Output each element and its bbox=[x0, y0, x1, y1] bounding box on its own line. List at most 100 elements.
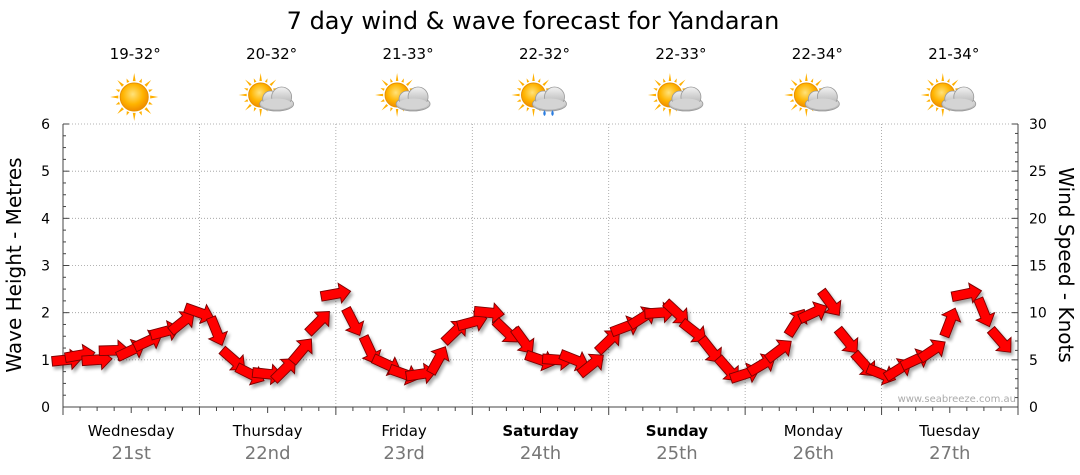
day-name: Monday bbox=[784, 422, 843, 440]
wind-arrow bbox=[576, 353, 604, 379]
raindrop bbox=[543, 110, 546, 116]
sun-ray bbox=[380, 88, 385, 91]
wind-arrow bbox=[783, 308, 808, 338]
cloud bbox=[941, 86, 977, 112]
wind-arrow bbox=[697, 335, 722, 363]
sun-ray bbox=[927, 103, 934, 111]
sun-ray bbox=[542, 79, 550, 87]
sun-ray bbox=[526, 107, 530, 112]
right-tick-label: 10 bbox=[1029, 306, 1047, 322]
sun-ray bbox=[390, 107, 393, 112]
sun-ray bbox=[138, 78, 142, 83]
sun-ray bbox=[799, 78, 803, 83]
sun-ray bbox=[245, 103, 252, 111]
sun-ray bbox=[138, 111, 142, 116]
cloud-fill bbox=[534, 98, 565, 110]
partly-cloudy-icon bbox=[238, 73, 295, 117]
sun-ray bbox=[810, 78, 814, 83]
chart-title: 7 day wind & wave forecast for Yandaran bbox=[287, 7, 780, 35]
day-name: Saturday bbox=[502, 422, 579, 440]
sun-ray bbox=[799, 107, 803, 112]
cloud-fill bbox=[807, 98, 838, 110]
sun-ray bbox=[390, 78, 393, 83]
sun-ray bbox=[517, 103, 525, 111]
wind-arrow bbox=[426, 346, 450, 376]
sun-ray bbox=[951, 79, 959, 87]
day-date: 21st bbox=[112, 443, 151, 464]
partly-cloudy-icon bbox=[920, 73, 977, 117]
sun-ray bbox=[946, 78, 950, 83]
sun-ray bbox=[380, 99, 385, 102]
cloud-fill bbox=[670, 98, 701, 110]
sun-ray bbox=[516, 88, 522, 91]
sun-ray bbox=[244, 99, 249, 102]
sun-ray bbox=[269, 79, 277, 87]
axes: 0 1 2 3 4 5 6 0 5 10 15 20 25 30 bbox=[41, 117, 1047, 416]
sun-ray bbox=[117, 107, 124, 114]
watermark: www.seabreeze.com.au bbox=[898, 394, 1016, 405]
wind-arrow bbox=[205, 315, 229, 347]
sun-ray bbox=[516, 99, 522, 102]
sun-ray bbox=[517, 79, 525, 87]
right-tick-label: 25 bbox=[1029, 164, 1047, 180]
sun-ray bbox=[126, 78, 130, 83]
sun-ray bbox=[653, 88, 658, 91]
wind-arrow bbox=[304, 311, 330, 337]
sun-ray bbox=[259, 108, 262, 117]
wind-arrow bbox=[986, 325, 1012, 353]
sun-ray bbox=[668, 73, 672, 82]
day-date: 27th bbox=[929, 443, 970, 464]
wind-arrow bbox=[270, 358, 296, 384]
sun-ray bbox=[115, 101, 121, 105]
sun-ray bbox=[790, 103, 798, 111]
cloud bbox=[395, 86, 431, 112]
sun-ray bbox=[790, 79, 798, 87]
right-axis-title: Wind Speed - Knots bbox=[1054, 167, 1078, 363]
sun-ray bbox=[117, 80, 124, 87]
sun-ray bbox=[926, 99, 931, 102]
sun-ray bbox=[375, 93, 384, 97]
wind-arrow bbox=[167, 311, 195, 336]
day-date: 25th bbox=[656, 443, 697, 464]
sun-ray bbox=[663, 78, 666, 83]
sun-ray bbox=[532, 73, 535, 82]
sun-ray bbox=[789, 88, 794, 91]
day-name: Thursday bbox=[232, 422, 303, 440]
left-tick-label: 3 bbox=[41, 259, 50, 275]
day-date: 26th bbox=[793, 443, 834, 464]
sun-ray bbox=[511, 93, 520, 97]
sun-ray bbox=[663, 107, 666, 112]
sun-ray bbox=[784, 93, 793, 97]
sun-ray bbox=[805, 73, 808, 82]
sun-ray bbox=[259, 73, 262, 82]
day-temperature: 20-32° bbox=[246, 45, 297, 63]
sun-ray bbox=[941, 108, 945, 117]
sun-ray bbox=[144, 107, 152, 114]
sun-ray bbox=[238, 93, 247, 97]
day-date: 23rd bbox=[383, 443, 424, 464]
right-tick-label: 5 bbox=[1029, 353, 1038, 369]
right-tick-label: 30 bbox=[1029, 117, 1047, 133]
sun-ray bbox=[941, 73, 945, 82]
sun-ray bbox=[148, 89, 153, 93]
left-tick-label: 4 bbox=[41, 211, 50, 227]
day-name: Friday bbox=[381, 422, 427, 440]
sun-ray bbox=[144, 80, 152, 87]
sun-ray bbox=[647, 93, 656, 97]
sun-ray bbox=[150, 95, 159, 99]
wind-arrow bbox=[662, 298, 689, 324]
cloud bbox=[532, 86, 567, 112]
left-tick-label: 2 bbox=[41, 306, 50, 322]
sun-ray bbox=[395, 108, 399, 117]
sun-ray bbox=[132, 73, 136, 82]
sun-ray bbox=[115, 89, 121, 93]
cloud bbox=[668, 86, 704, 112]
cloud bbox=[259, 86, 295, 112]
sun-ray bbox=[401, 78, 404, 83]
sun-ray bbox=[537, 78, 541, 83]
partly-cloudy-icon bbox=[647, 73, 704, 117]
wind-arrow bbox=[833, 325, 859, 354]
partly-cloudy-icon bbox=[375, 73, 431, 117]
day-date: 22nd bbox=[245, 443, 291, 464]
left-tick-label: 6 bbox=[41, 117, 50, 133]
